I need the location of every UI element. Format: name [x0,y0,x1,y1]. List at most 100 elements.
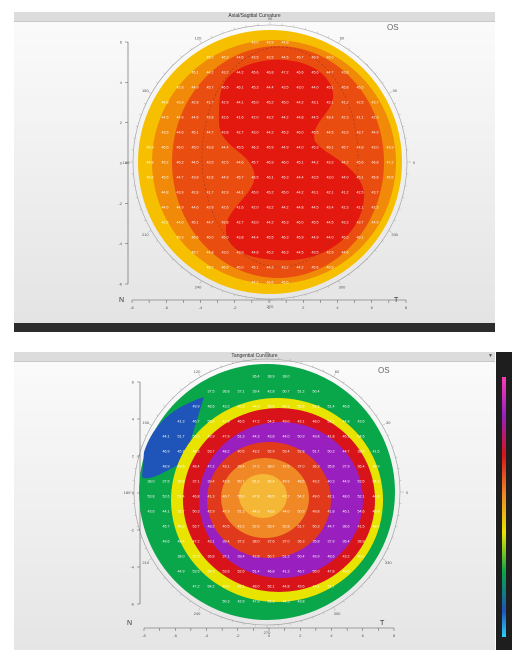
curvature-value: 44.8 [252,251,259,255]
curvature-value: 54.2 [298,495,305,499]
curvature-value: 44.2 [267,131,274,135]
curvature-value: 42.8 [268,390,275,394]
curvature-value: 46.1 [343,435,350,439]
curvature-value: 46.0 [237,266,244,270]
curvature-value: 37.0 [298,465,305,469]
curvature-value: 43.7 [372,191,379,195]
x-tick-label: -6 [173,633,177,638]
curvature-value: 39.4 [208,480,215,484]
curvature-value: 49.9 [313,555,320,559]
curvature-value: 50.4 [298,555,305,559]
curvature-value: 48.9 [373,525,380,529]
degree-label: 300 [339,285,346,290]
curvature-value: 43.0 [327,176,334,180]
curvature-value: 38.9 [268,375,275,379]
curvature-value: 52.1 [358,495,365,499]
curvature-value: 45.7 [207,266,214,270]
curvature-value: 43.5 [312,176,319,180]
polar-tick [388,435,390,436]
curvature-value: 42.5 [222,161,229,165]
x-tick-label: -4 [199,305,203,310]
polar-tick [376,415,378,416]
curvature-value: 52.6 [163,495,170,499]
curvature-value: 44.6 [282,56,289,60]
curvature-value: 44.5 [192,161,199,165]
curvature-value: 38.6 [358,450,365,454]
curvature-value: 44.2 [297,191,304,195]
curvature-value: 45.9 [267,146,274,150]
degree-label: 0 [406,490,409,495]
curvature-value: 44.8 [343,420,350,424]
polar-tick [349,274,350,276]
curvature-value: 48.0 [313,420,320,424]
polar-tick [352,389,353,391]
curvature-value: 42.9 [208,435,215,439]
curvature-value: 41.7 [207,101,214,105]
curvature-value: 48.9 [163,465,170,469]
curvature-value: 47.9 [223,510,230,514]
curvature-value: 44.9 [253,405,260,409]
curvature-value: 44.1 [163,510,170,514]
curvature-value: 53.5 [193,570,200,574]
curvature-value: 44.8 [297,206,304,210]
curvature-value: 46.9 [163,450,170,454]
curvature-value: 53.7 [193,525,200,529]
curvature-value: 54.2 [268,420,275,424]
curvature-value: 45.7 [163,525,170,529]
curvature-value: 43.6 [162,221,169,225]
curvature-value: 44.5 [297,251,304,255]
curvature-value: 43.9 [267,41,274,45]
y-tick-label: 4 [132,417,135,422]
curvature-value: 44.9 [222,176,229,180]
curvature-value: 44.0 [297,146,304,150]
polar-tick [234,28,235,30]
curvature-value: 41.3 [283,570,290,574]
curvature-value: 52.8 [283,525,290,529]
curvature-value: 45.1 [252,266,259,270]
y-tick-label: -2 [130,528,134,533]
curvature-value: 42.8 [207,176,214,180]
curvature-value: 42.8 [192,191,199,195]
curvature-value: 45.1 [192,221,199,225]
polar-tick [136,126,138,127]
curvature-value: 46.8 [372,161,379,165]
curvature-value: 40.3 [238,405,245,409]
curvature-value: 44.1 [163,435,170,439]
polar-tick [305,28,306,30]
curvature-value: 45.7 [207,86,214,90]
curvature-value: 43.8 [222,221,229,225]
polar-tick [156,82,158,83]
curvature-value: 45.7 [252,161,259,165]
curvature-value: 45.3 [282,131,289,135]
curvature-value: 42.5 [267,56,274,60]
curvature-value: 44.2 [297,101,304,105]
curvature-value: 46.5 [222,86,229,90]
curvature-value: 36.8 [208,555,215,559]
curvature-value: 49.6 [178,465,185,469]
curvature-value: 45.2 [162,161,169,165]
curvature-value: 44.6 [177,221,184,225]
curvature-value: 40.3 [328,480,335,484]
polar-tick [382,241,384,242]
curvature-value: 49.8 [313,435,320,439]
curvature-value: 44.1 [313,585,320,589]
curvature-value: 38.0 [148,480,155,484]
curvature-value: 45.3 [252,86,259,90]
curvature-value: 43.0 [252,41,259,45]
curvature-value: 47.2 [193,585,200,589]
curvature-value: 44.2 [237,71,244,75]
polar-tick [328,36,329,38]
curvature-value: 45.0 [192,146,199,150]
curvature-value: 45.6 [162,176,169,180]
curvature-value: 45.5 [312,131,319,135]
curvature-value: 43.2 [253,450,260,454]
curvature-value: 46.7 [223,495,230,499]
curvature-value: 43.2 [327,161,334,165]
curvature-value: 37.9 [328,540,335,544]
polar-tick [312,617,313,619]
curvature-value: 50.3 [328,450,335,454]
polar-tick [221,365,222,367]
